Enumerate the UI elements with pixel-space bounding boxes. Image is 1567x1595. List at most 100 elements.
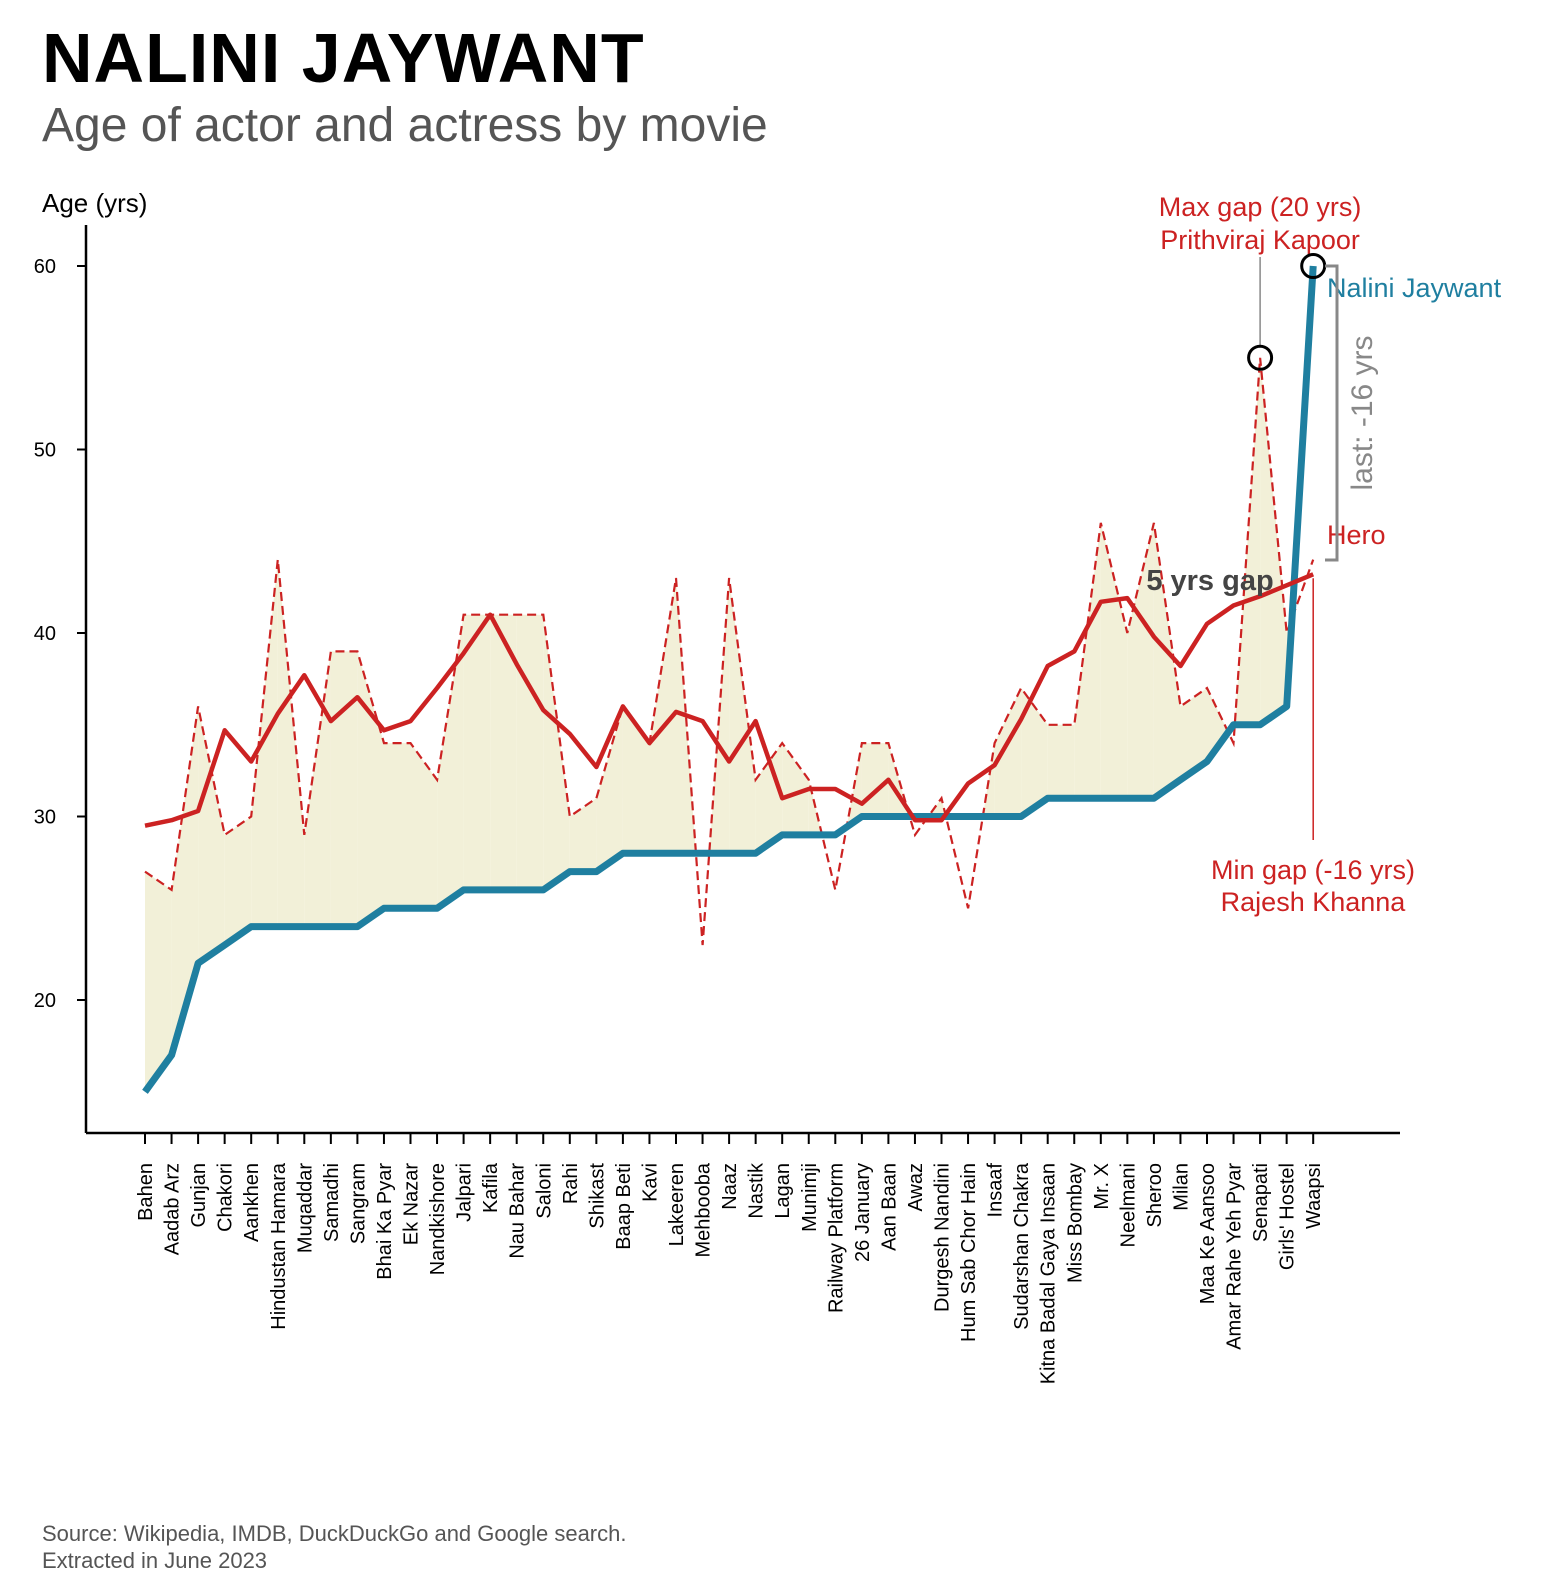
x-tick-label: Lakeeren bbox=[666, 1163, 688, 1246]
x-tick-label: Nastik bbox=[746, 1162, 768, 1219]
gap-shade-segment bbox=[224, 816, 252, 945]
x-tick-label: Milan bbox=[1170, 1163, 1192, 1211]
hero-smoothed-line bbox=[144, 572, 1315, 828]
x-tick-label: Amar Rahe Yeh Pyar bbox=[1224, 1163, 1246, 1350]
series-lines bbox=[142, 265, 1317, 1094]
x-tick-label: Jalpari bbox=[454, 1163, 476, 1222]
gap-shade-segment bbox=[596, 706, 623, 872]
gap-shade-segment bbox=[198, 706, 225, 964]
x-tick-label: Insaaf bbox=[985, 1163, 1007, 1218]
x-tick-label: Bahen bbox=[135, 1163, 157, 1221]
x-tick-label: Girls' Hostel bbox=[1277, 1163, 1299, 1270]
x-tick-label: Rahi bbox=[560, 1163, 582, 1204]
x-tick-label: Muqaddar bbox=[294, 1163, 316, 1253]
x-tick-label: Sudarshan Chakra bbox=[1011, 1162, 1033, 1330]
gap-shade-segment bbox=[516, 614, 544, 890]
gap-shade-segment bbox=[1260, 357, 1287, 725]
actor-age-dashed-line bbox=[144, 357, 1315, 946]
x-tick-label: Maa Ke Aansoo bbox=[1197, 1163, 1219, 1304]
x-tick-label: Naaz bbox=[719, 1163, 741, 1210]
axes: Age (yrs) 20 30 40 50 60 Bahen Aadab Arz Gunjan C… bbox=[34, 188, 1400, 1384]
x-tick-label: Shikast bbox=[586, 1163, 608, 1229]
annotations: Max gap (20 yrs)Prithviraj Kapoor Nalini … bbox=[1146, 192, 1501, 917]
source-line-2: Extracted in June 2023 bbox=[42, 1548, 268, 1573]
gap-shade-segment bbox=[569, 798, 597, 872]
x-tick-label: Aadab Arz bbox=[162, 1163, 184, 1255]
last-gap-label: last: -16 yrs bbox=[1346, 335, 1379, 490]
x-tick-label: Nandkishore bbox=[427, 1163, 449, 1275]
gap-shade-segment bbox=[1180, 688, 1207, 780]
x-tick-label: Kavi bbox=[639, 1163, 661, 1202]
gap-shade-segment bbox=[1207, 688, 1229, 762]
y-tick-label: 30 bbox=[34, 807, 56, 829]
gap-shade-segment bbox=[277, 559, 305, 927]
max-gap-marker bbox=[1247, 344, 1274, 371]
gap-shade-segment bbox=[304, 651, 331, 927]
min-gap-label-line2: Rajesh Khanna bbox=[1221, 887, 1407, 917]
x-tick-label: Chakori bbox=[215, 1163, 237, 1232]
chart-subtitle: Age of actor and actress by movie bbox=[42, 99, 768, 152]
x-tick-label: Munimji bbox=[799, 1163, 821, 1232]
gap-shade-segment bbox=[251, 559, 278, 927]
gap-shade-segment bbox=[729, 578, 756, 854]
gap-shade-segment bbox=[410, 743, 438, 909]
y-tick-label: 50 bbox=[34, 440, 56, 462]
x-tick-label: 26 January bbox=[852, 1163, 874, 1262]
x-tick-label: Samadhi bbox=[321, 1163, 343, 1242]
x-tick-label: Durgesh Nandini bbox=[932, 1163, 954, 1312]
gap-shade-segment bbox=[171, 706, 199, 1056]
avg-gap-label: 5 yrs gap bbox=[1146, 565, 1273, 597]
gap-shade-segment bbox=[1100, 522, 1128, 799]
gap-shade-segment bbox=[649, 578, 676, 854]
x-tick-label: Baap Beti bbox=[613, 1163, 635, 1250]
x-tick-label: Kitna Badal Gaya Insaan bbox=[1038, 1163, 1060, 1384]
x-tick-label: Neelmani bbox=[1117, 1163, 1139, 1247]
x-tick-label: Aan Baan bbox=[878, 1163, 900, 1251]
x-tick-label: Kafila bbox=[480, 1162, 502, 1213]
x-tick-label: Nau Bahar bbox=[507, 1163, 529, 1259]
gap-shade-segment bbox=[384, 743, 411, 909]
gap-shade-segment bbox=[1021, 688, 1048, 817]
gap-shade-segment bbox=[437, 614, 464, 909]
max-gap-label-line1: Max gap (20 yrs) bbox=[1159, 192, 1362, 222]
gap-shade-segment bbox=[543, 614, 570, 890]
gap-shade-segment bbox=[145, 871, 172, 1092]
x-tick-label: Saloni bbox=[533, 1163, 555, 1219]
x-tick-label: Sangram bbox=[347, 1163, 369, 1244]
x-tick-label: Gunjan bbox=[188, 1163, 210, 1228]
source-note: Source: Wikipedia, IMDB, DuckDuckGo and … bbox=[42, 1520, 626, 1574]
x-tick-label: Railway Platform bbox=[825, 1163, 847, 1313]
x-tick-label: Miss Bombay bbox=[1064, 1163, 1086, 1283]
y-tick-label: 60 bbox=[34, 256, 56, 278]
x-tick-label: Sheroo bbox=[1144, 1163, 1166, 1228]
x-tick-label: Hindustan Hamara bbox=[268, 1162, 290, 1330]
actress-series-label: Nalini Jaywant bbox=[1327, 273, 1502, 303]
gap-shade-segment bbox=[782, 743, 809, 835]
gap-shade-segment bbox=[861, 743, 889, 817]
gap-shade-segment bbox=[330, 651, 358, 927]
gap-shade-segment bbox=[1047, 724, 1075, 799]
y-tick-label: 20 bbox=[34, 990, 56, 1012]
x-tick-label: Mr. X bbox=[1091, 1163, 1113, 1210]
max-gap-label-line2: Prithviraj Kapoor bbox=[1160, 225, 1360, 255]
x-tick-label: Bhai Ka Pyar bbox=[374, 1163, 396, 1280]
gap-shade-segment bbox=[755, 743, 783, 854]
x-tick-label: Ek Nazar bbox=[401, 1163, 423, 1246]
y-tick-label: 40 bbox=[34, 623, 56, 645]
gap-shade-segment bbox=[1074, 522, 1101, 799]
x-tick-label: Hum Sab Chor Hain bbox=[958, 1163, 980, 1342]
gap-shade-segment bbox=[994, 688, 1022, 817]
gap-shade-segment bbox=[1127, 522, 1154, 799]
gap-shade-segment bbox=[1153, 522, 1181, 799]
gap-shade-segment bbox=[622, 706, 650, 854]
source-line-1: Source: Wikipedia, IMDB, DuckDuckGo and … bbox=[42, 1521, 627, 1546]
x-tick-label: Mehbooba bbox=[693, 1162, 715, 1257]
gap-shade-segment bbox=[490, 614, 517, 890]
last-point-marker bbox=[1300, 253, 1327, 279]
gap-shading bbox=[145, 357, 1292, 1092]
actress-age-line bbox=[142, 265, 1317, 1094]
min-gap-label-line1: Min gap (-16 yrs) bbox=[1211, 855, 1415, 885]
gap-shade-segment bbox=[357, 651, 384, 927]
y-axis-label: Age (yrs) bbox=[42, 188, 147, 218]
